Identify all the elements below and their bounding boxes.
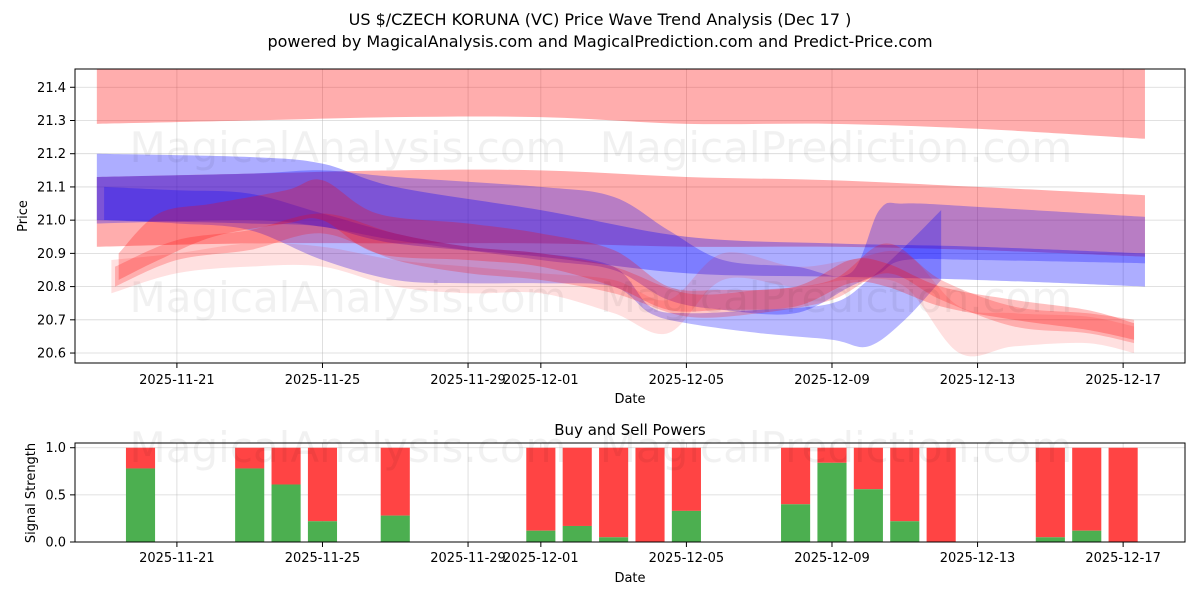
watermark-mid-left: MagicalAnalysis.com [130,273,567,322]
power-panel-frame [74,442,1186,543]
sell-power-bar [526,447,556,531]
price-x-tick-label: 2025-12-13 [940,373,1016,388]
buy-power-bar [562,525,592,542]
price-x-tick-label: 2025-11-29 [430,373,506,388]
power-x-ticks: 2025-11-21 2025-11-25 2025-11-292025-12-01… [139,542,1161,566]
price-y-ticks: 20.6 20.7 20.8 20.9 21.0 21.1 21.2 21.3 21.4 [37,81,75,362]
price-grid [75,69,1185,363]
sell-power-bar [671,447,701,511]
watermark-bottom-right: MagicalPrediction.com [600,423,1073,472]
power-x-tick-label: 2025-11-29 [430,551,506,566]
power-x-tick-label: 2025-12-09 [794,551,870,566]
sell-power-bar [307,447,338,522]
sell-power-bar [635,447,665,542]
watermark-mid-right: MagicalPrediction.com [600,273,1073,322]
buy-power-bar [526,530,556,542]
series-band-purple-band [96,170,1145,315]
buy-power-bar [307,521,338,542]
buy-power-bar [1072,530,1102,542]
price-x-tick-label: 2025-12-17 [1085,373,1161,388]
price-x-tick-label: 2025-12-09 [794,373,870,388]
chart-title-line2: powered by MagicalAnalysis.com and Magic… [267,32,932,51]
price-bands [96,69,1145,357]
sell-power-bar [890,447,920,522]
price-x-tick-label: 2025-11-25 [285,373,361,388]
buy-power-bar [1035,537,1065,542]
sell-power-bar [380,447,410,516]
series-band-blue-upper-band [96,153,1145,287]
price-x-ticks: 2025-11-21 2025-11-25 2025-11-292025-12-01… [139,363,1161,388]
sell-power-bar [235,447,265,469]
price-panel: MagicalAnalysis.com MagicalPrediction.co… [16,68,1186,407]
buy-power-bar [853,489,883,542]
sell-power-bar [1035,447,1065,538]
series-band-blue-lower-band [104,186,942,348]
power-y-label: Signal Strength [24,443,39,543]
price-y-tick-label: 20.7 [37,313,66,328]
buy-power-bar [781,504,811,542]
buy-power-bar [599,537,629,542]
price-x-label: Date [614,392,645,407]
price-y-tick-label: 20.6 [37,347,66,362]
series-band-red-mid-band [96,169,1145,257]
watermark-bottom-left: MagicalAnalysis.com [130,423,567,472]
power-y-ticks: 0.0 0.5 1.0 [45,441,75,551]
power-x-tick-label: 2025-12-05 [649,551,725,566]
sell-power-bar [1108,447,1138,542]
sell-power-bar [562,447,592,526]
price-y-tick-label: 21.2 [37,147,66,162]
power-panel: Buy and Sell Powers MagicalAnalysis.com … [24,421,1186,586]
power-x-tick-label: 2025-11-25 [285,551,361,566]
price-x-tick-label: 2025-12-05 [649,373,725,388]
price-y-tick-label: 21.0 [37,214,66,229]
price-y-tick-label: 21.4 [37,81,66,96]
price-panel-frame [74,68,1186,364]
power-x-tick-label: 2025-12-01 [503,551,579,566]
price-x-tick-label: 2025-12-01 [503,373,579,388]
watermark-top-right: MagicalPrediction.com [600,123,1073,172]
power-x-tick-label: 2025-11-21 [139,551,215,566]
buy-power-bar [235,468,265,542]
sell-power-bar [125,447,156,469]
sell-power-bar [271,447,301,485]
series-band-red-wave-1 [118,179,1135,340]
sell-power-bar [853,447,883,490]
price-y-tick-label: 20.8 [37,280,66,295]
sell-power-bar [599,447,629,538]
sell-power-bar [817,447,847,463]
price-y-tick-label: 21.1 [37,180,66,195]
price-y-tick-label: 20.9 [37,247,66,262]
sell-power-bar [781,447,811,505]
price-y-tick-label: 21.3 [37,114,66,129]
series-band-red-top-band [96,69,1145,139]
power-y-tick-label: 1.0 [45,441,66,456]
sell-power-bar [1072,447,1102,531]
buy-power-bar [817,462,847,542]
power-y-tick-label: 0.5 [45,488,66,503]
power-title: Buy and Sell Powers [554,421,706,439]
series-band-red-wave-2 [115,213,1135,344]
power-x-tick-label: 2025-12-13 [940,551,1016,566]
chart-title-line1: US $/CZECH KORUNA (VC) Price Wave Trend … [349,10,852,29]
power-x-tick-label: 2025-12-17 [1085,551,1161,566]
price-x-tick-label: 2025-11-21 [139,373,215,388]
buy-power-bar [671,510,701,542]
series-band-pink-wave [111,243,1135,357]
buy-power-bar [890,521,920,542]
watermark-top-left: MagicalAnalysis.com [130,123,567,172]
power-bars [125,447,1138,542]
buy-power-bar [271,484,301,542]
buy-power-bar [125,468,156,542]
price-y-label: Price [16,200,31,232]
sell-power-bar [926,447,956,542]
power-x-label: Date [614,571,645,586]
power-y-tick-label: 0.0 [45,536,66,551]
buy-power-bar [380,515,410,542]
